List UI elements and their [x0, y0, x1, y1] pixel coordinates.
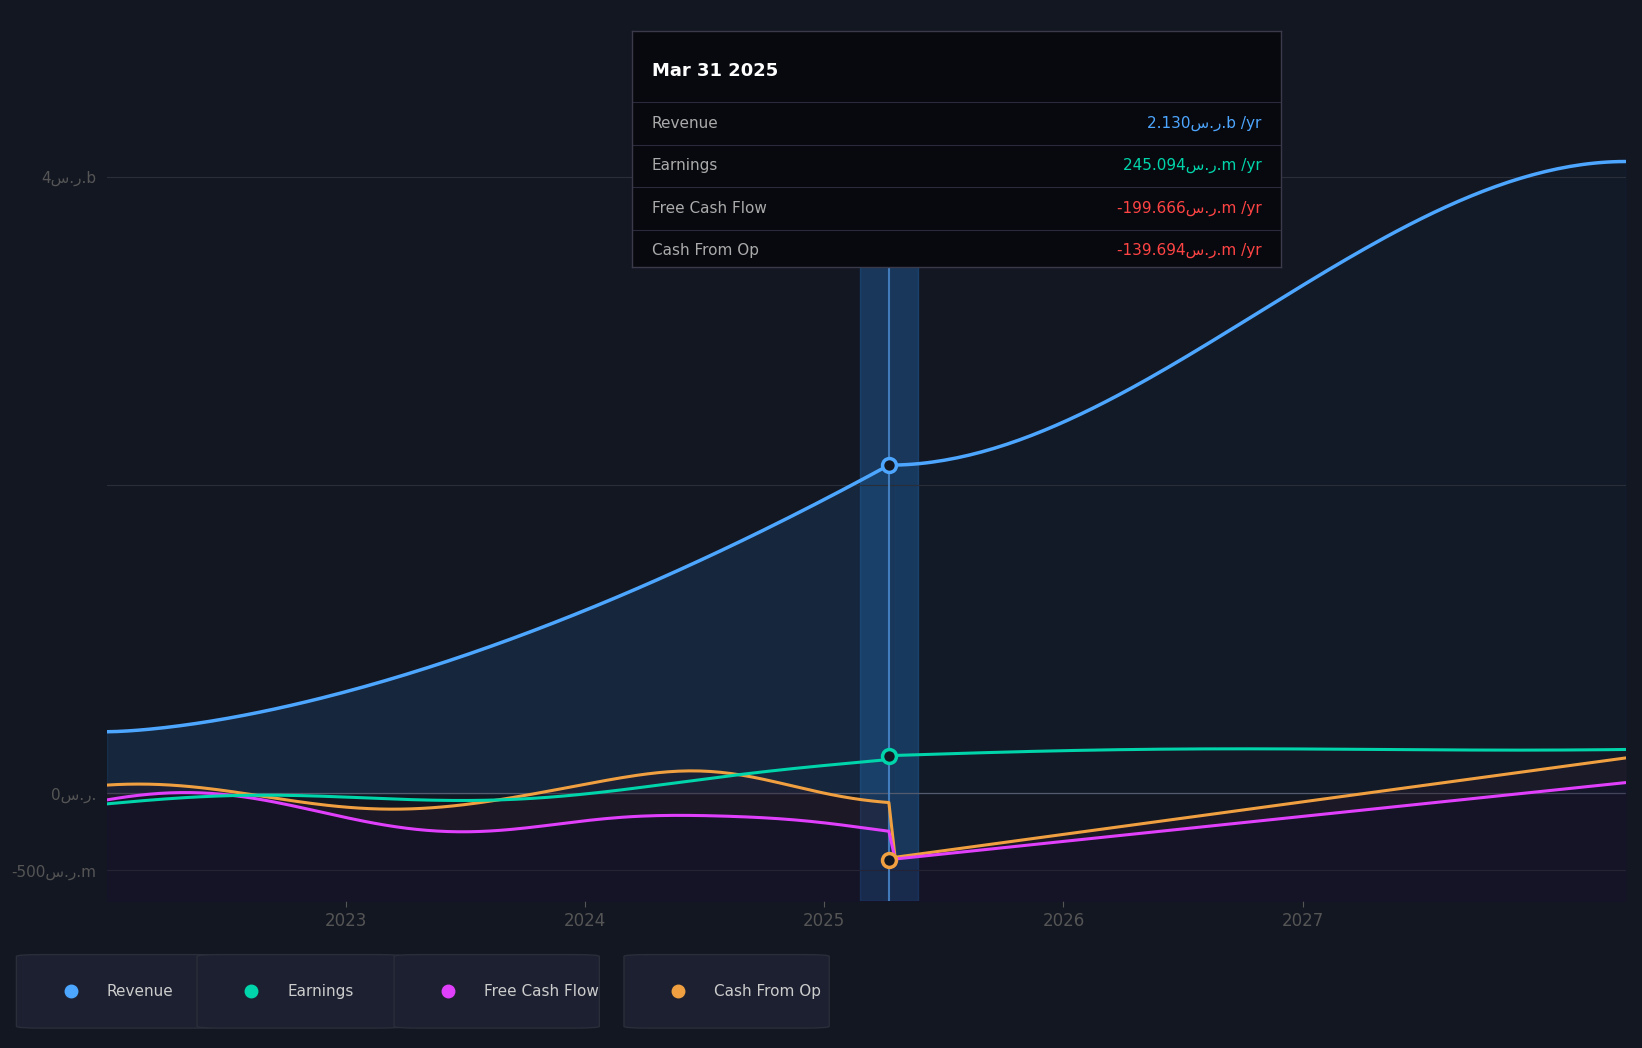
FancyBboxPatch shape	[197, 955, 402, 1028]
Text: Past: Past	[826, 193, 870, 211]
Text: -199.666س.ر.m /yr: -199.666س.ر.m /yr	[1117, 200, 1261, 216]
Text: -139.694س.ر.m /yr: -139.694س.ر.m /yr	[1117, 243, 1261, 259]
Text: 245.094س.ر.m /yr: 245.094س.ر.m /yr	[1123, 158, 1261, 174]
FancyBboxPatch shape	[16, 955, 222, 1028]
Text: Earnings: Earnings	[652, 158, 718, 173]
Text: Free Cash Flow: Free Cash Flow	[484, 984, 599, 999]
Text: 2.130س.ر.b /yr: 2.130س.ر.b /yr	[1146, 115, 1261, 131]
Text: Revenue: Revenue	[107, 984, 174, 999]
FancyBboxPatch shape	[394, 955, 599, 1028]
Text: Cash From Op: Cash From Op	[714, 984, 821, 999]
Text: Analysts Forecasts: Analysts Forecasts	[918, 193, 1085, 211]
Text: Free Cash Flow: Free Cash Flow	[652, 201, 767, 216]
Text: Earnings: Earnings	[287, 984, 353, 999]
Text: Mar 31 2025: Mar 31 2025	[652, 62, 778, 80]
Text: Cash From Op: Cash From Op	[652, 243, 759, 258]
Bar	[860, 115, 918, 901]
FancyBboxPatch shape	[624, 955, 829, 1028]
Text: Revenue: Revenue	[652, 116, 719, 131]
